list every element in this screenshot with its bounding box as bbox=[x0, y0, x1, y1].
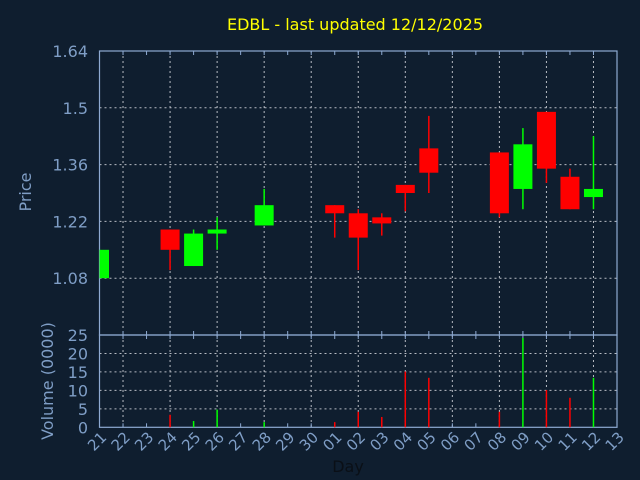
x-axis-label: Day bbox=[332, 457, 364, 476]
candle-body-28 bbox=[254, 205, 274, 226]
candle-body-04 bbox=[395, 184, 415, 193]
price-tick-label: 1.22 bbox=[52, 212, 88, 231]
x-tick-label: 02 bbox=[343, 428, 369, 454]
price-tick-label: 1.64 bbox=[52, 42, 88, 61]
candles-group bbox=[99, 111, 603, 279]
x-tick-label: 30 bbox=[296, 428, 322, 454]
candle-body-12 bbox=[583, 188, 603, 198]
x-tick-label: 12 bbox=[578, 428, 604, 454]
price-tick-label: 1.08 bbox=[52, 269, 88, 288]
price-axis-label: Price bbox=[16, 172, 35, 211]
volume-tick-label: 25 bbox=[68, 326, 88, 345]
x-tick-label: 21 bbox=[84, 428, 110, 454]
candle-body-05 bbox=[419, 148, 439, 173]
x-tick-label: 11 bbox=[555, 428, 581, 454]
x-tick-label: 03 bbox=[366, 428, 392, 454]
price-tick-label: 1.5 bbox=[63, 99, 88, 118]
x-tick-label: 26 bbox=[202, 428, 228, 454]
x-tick-label: 09 bbox=[508, 428, 534, 454]
x-tick-label: 10 bbox=[531, 428, 557, 454]
x-tick-label: 22 bbox=[108, 428, 134, 454]
volume-tick-label: 5 bbox=[78, 400, 88, 419]
x-tick-label: 07 bbox=[460, 428, 486, 454]
candle-body-26 bbox=[207, 229, 227, 234]
volume-tick-label: 10 bbox=[68, 381, 88, 400]
x-tick-label: 25 bbox=[178, 428, 204, 454]
x-tick-label: 05 bbox=[413, 428, 439, 454]
candle-body-25 bbox=[184, 233, 204, 267]
candle-body-11 bbox=[560, 176, 580, 210]
x-tick-label: 29 bbox=[272, 428, 298, 454]
candle-body-09 bbox=[513, 144, 533, 189]
x-tick-label: 04 bbox=[390, 428, 416, 454]
volume-tick-label: 15 bbox=[68, 363, 88, 382]
x-tick-label: 28 bbox=[249, 428, 275, 454]
x-tick-label: 24 bbox=[155, 428, 181, 454]
candle-body-24 bbox=[160, 229, 180, 250]
candle-body-02 bbox=[348, 213, 368, 238]
candle-body-01 bbox=[325, 205, 345, 214]
x-tick-label: 23 bbox=[131, 428, 157, 454]
volume-tick-label: 20 bbox=[68, 344, 88, 363]
x-tick-label: 01 bbox=[319, 428, 345, 454]
x-tick-label: 27 bbox=[225, 428, 251, 454]
candle-body-21 bbox=[99, 249, 109, 279]
x-tick-label: 08 bbox=[484, 428, 510, 454]
candle-body-10 bbox=[536, 111, 556, 169]
candle-body-03 bbox=[372, 217, 392, 224]
x-tick-label: 06 bbox=[437, 428, 463, 454]
volume-tick-label: 0 bbox=[78, 418, 88, 437]
candle-body-08 bbox=[489, 152, 509, 214]
chart-title: EDBL - last updated 12/12/2025 bbox=[227, 15, 483, 34]
price-tick-label: 1.36 bbox=[52, 156, 88, 175]
x-tick-label: 13 bbox=[602, 428, 628, 454]
volume-axis-label: Volume (0000) bbox=[38, 322, 57, 440]
